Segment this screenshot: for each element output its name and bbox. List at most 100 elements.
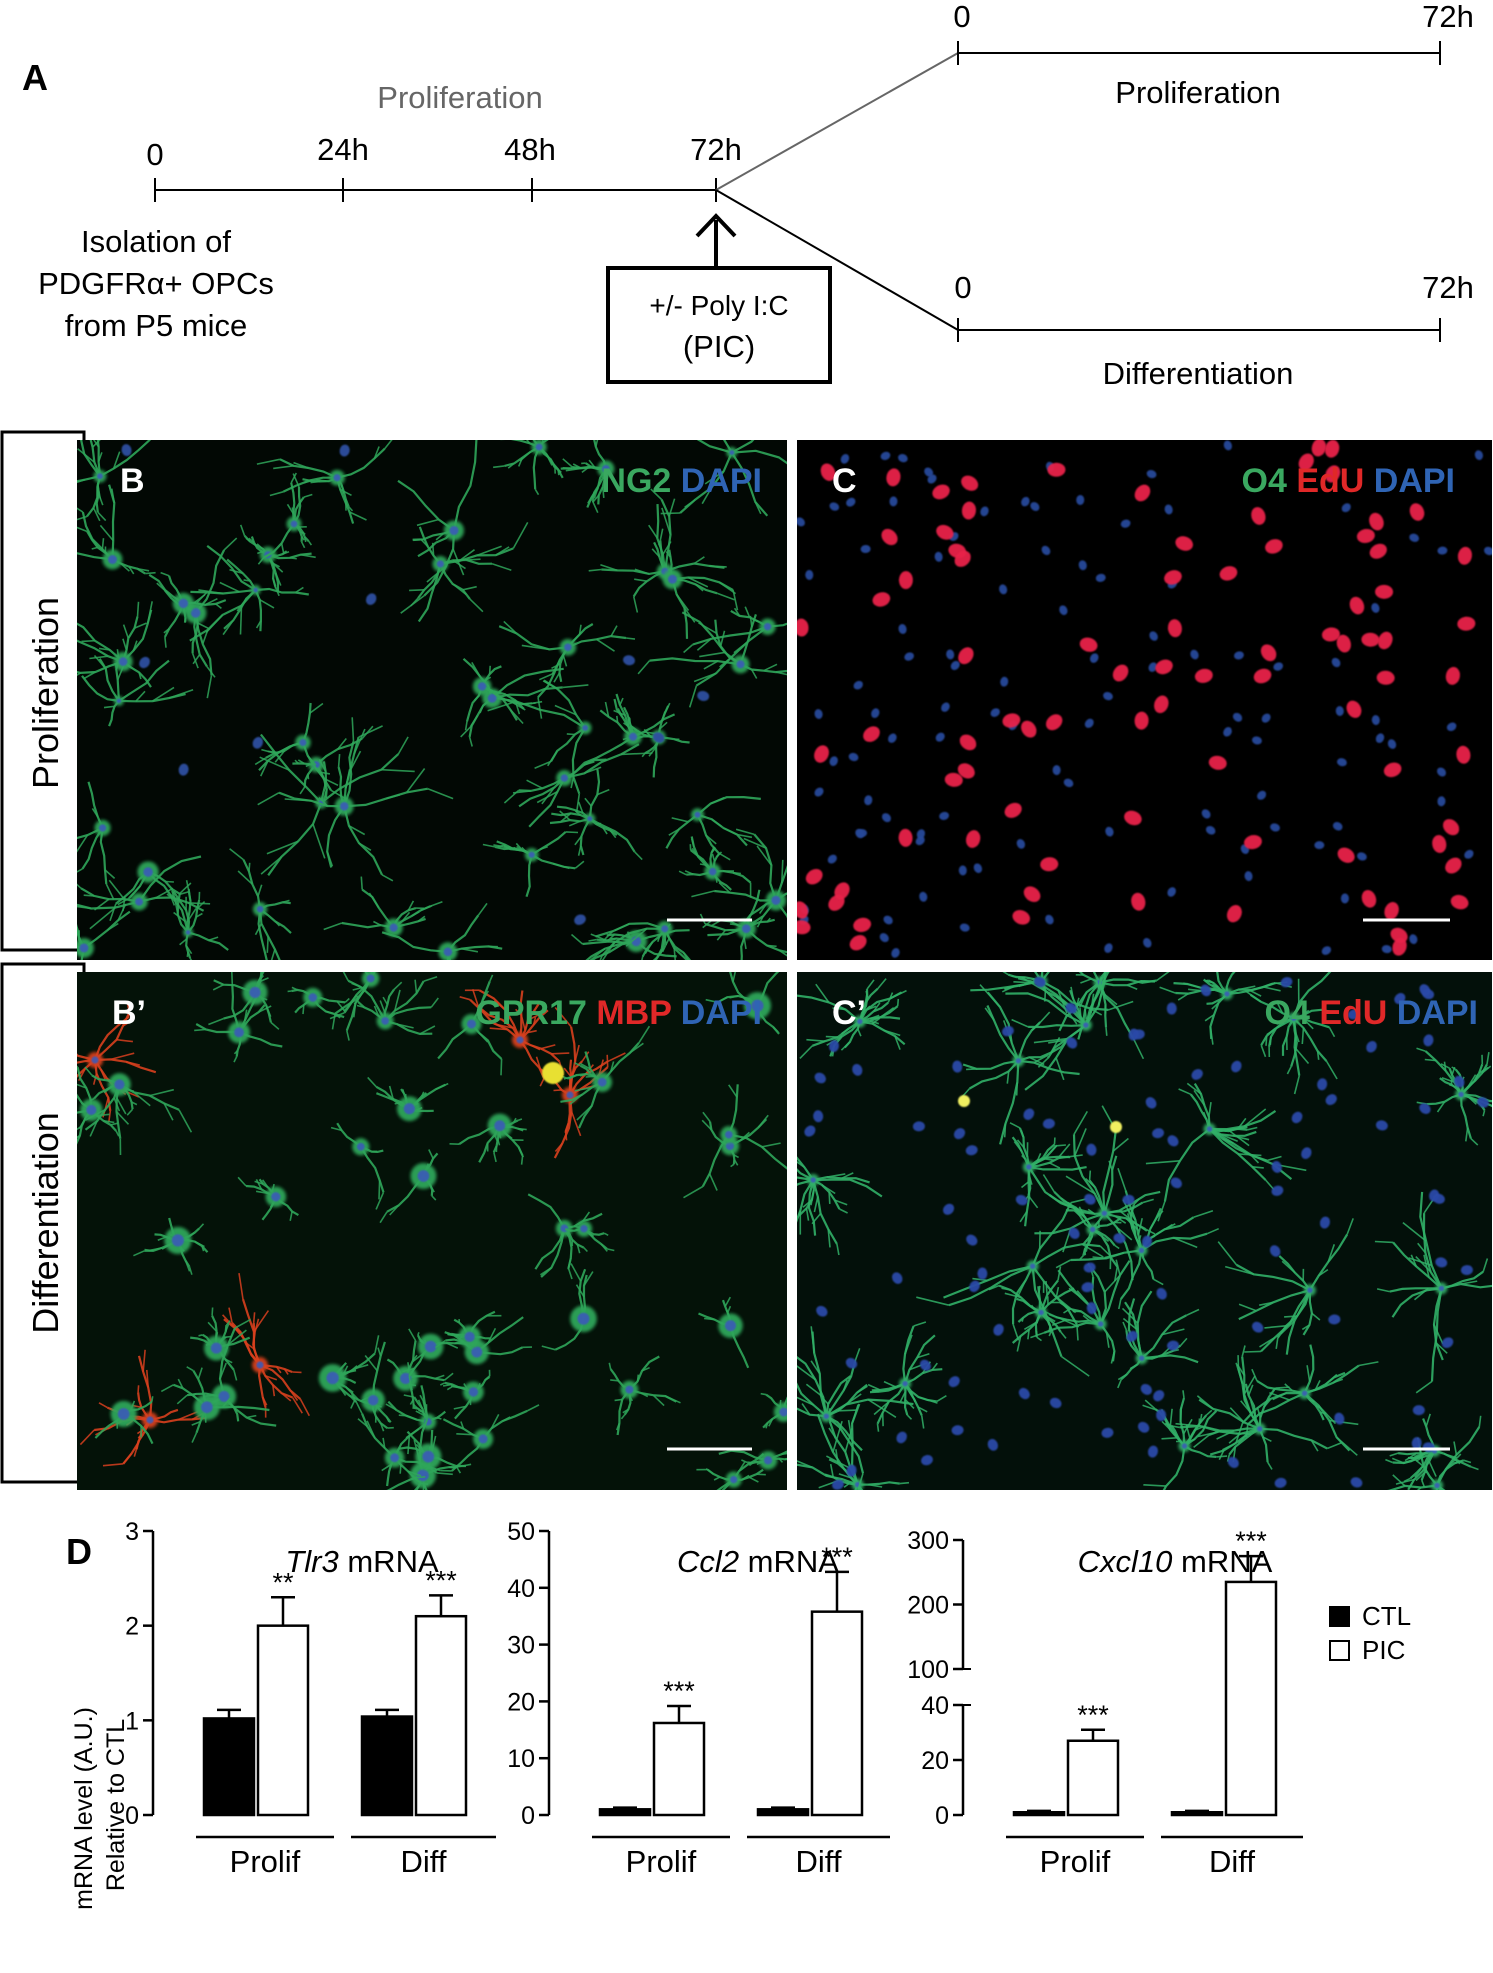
nucleus [957,763,975,779]
stain-label-c-prime: O4 EdU DAPI [1265,994,1479,1032]
cell [527,1193,603,1280]
nucleus [961,475,979,491]
nucleus [797,618,809,637]
y-tick-label: 0 [125,1802,139,1830]
cell [660,440,787,517]
nucleus [852,1063,863,1076]
branch-line-bottom [715,189,959,331]
cell [256,440,393,524]
nucleus [1113,1233,1126,1244]
nucleus [1409,503,1425,521]
nucleus [1021,496,1030,507]
micrograph-c-prime [797,972,1492,1490]
nucleus [951,1425,964,1436]
nucleus [1419,984,1431,996]
nucleus [1167,1340,1179,1351]
cell [503,743,653,828]
nucleus [1063,778,1074,788]
nucleus [1156,1287,1167,1300]
nucleus [950,660,960,671]
nucleus [797,517,805,527]
nucleus [1191,1069,1203,1080]
cell [259,733,415,876]
nucleus [1298,453,1314,471]
panel-b-prime-letter: B’ [112,994,146,1032]
nucleus [1175,536,1193,551]
nucleus [977,1267,988,1280]
panel-a: A Proliferation 0 24h 48h 72h Isolation … [22,0,1474,391]
chart-title-suffix: mRNA [1172,1544,1272,1579]
nucleus [1314,841,1325,850]
group-label: Diff [796,1844,842,1879]
cell [437,974,503,1076]
y-tick-label: 40 [921,1692,949,1720]
nucleus [1394,993,1406,1005]
cell [696,1453,766,1490]
nucleus [1301,1147,1312,1159]
group-label: Diff [401,1844,447,1879]
nucleus [1023,886,1041,903]
chart-title-gene: Ccl2 [677,1544,739,1579]
cell [549,768,643,861]
chart-y-label: mRNA level (A.U.) Relative to CTL [70,1700,130,1910]
nucleus [1341,503,1351,513]
panel-a-letter: A [22,57,48,98]
nucleus [1317,1078,1328,1091]
nucleus [1361,632,1380,647]
nucleus [958,865,967,876]
nucleus [965,1145,978,1156]
nucleus [1079,637,1098,652]
branch-bottom-label: Differentiation [1103,356,1294,391]
nucleus [1226,905,1242,923]
cell [1145,1082,1307,1222]
nucleus [1244,871,1253,882]
cell [257,472,313,565]
y-tick-label: 20 [507,1688,535,1716]
nucleus [1335,706,1344,717]
cell [595,920,691,960]
bar-pic [1066,1739,1120,1817]
y-tick-label: 300 [907,1527,949,1555]
bar-ctl [360,1715,414,1817]
nucleus [1369,512,1384,531]
nucleus [805,868,823,885]
nucleus [1265,539,1283,554]
cell [705,972,780,1035]
nucleus [1140,1383,1152,1395]
significance-marker: *** [1235,1526,1267,1556]
timeline-main-label: Proliferation [377,80,542,115]
nucleus [1450,894,1469,910]
nucleus [1086,1302,1097,1315]
tick-label-72h: 72h [690,132,742,167]
nucleus [1456,745,1471,764]
cell [542,1062,564,1084]
nucleus [1257,790,1267,800]
stain-dapi: DAPI [1397,994,1478,1032]
cells-c-prime [797,972,1492,1490]
nucleus [1194,668,1213,683]
nucleus [121,444,132,457]
bar-pic [652,1721,706,1817]
nucleus [1166,1002,1177,1015]
nucleus [827,854,837,864]
nucleus [1409,934,1418,945]
nucleus [1131,892,1146,911]
row-label-top: Proliferation [25,597,66,789]
nucleus [1164,570,1182,585]
stain-label-c: O4 EdU DAPI [1242,462,1456,500]
nucleus [881,528,898,546]
nucleus [814,709,823,719]
nucleus [966,1234,978,1246]
cell [867,1321,947,1432]
nucleus [1244,834,1262,850]
nucleus [1319,1216,1331,1229]
nucleus [1252,1321,1264,1333]
cell [354,1399,453,1487]
nucleus [1021,720,1037,738]
branch-bottom-end: 72h [1422,270,1474,305]
nucleus [1004,802,1022,818]
bar-pic [256,1624,310,1817]
nucleus [829,756,838,767]
nucleus [623,655,635,666]
isolation-line-1: Isolation of [81,224,231,259]
